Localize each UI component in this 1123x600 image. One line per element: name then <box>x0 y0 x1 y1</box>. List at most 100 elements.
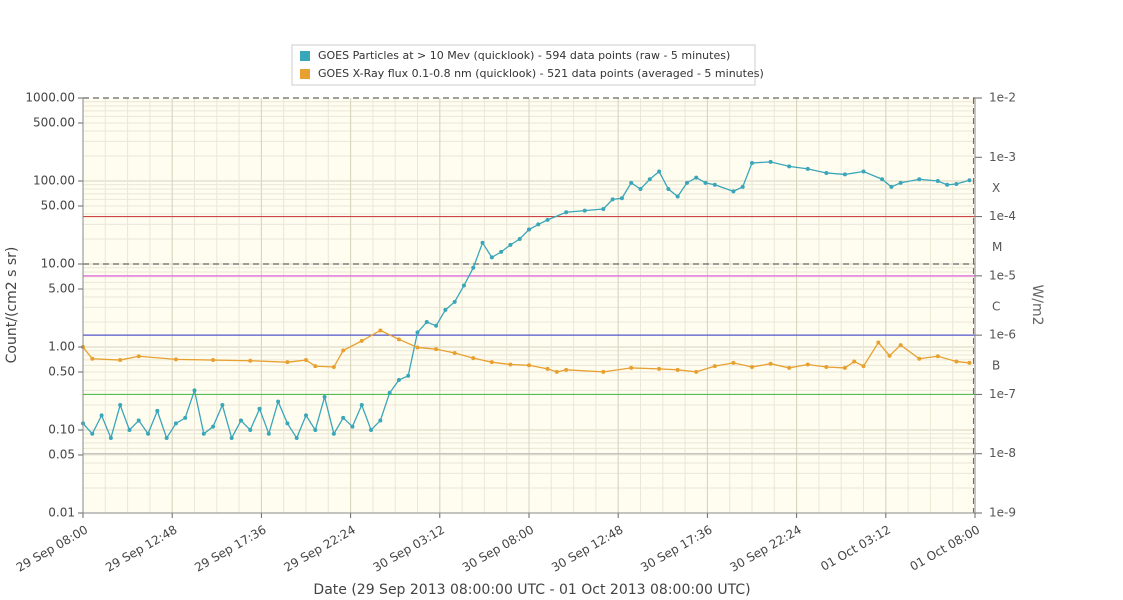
flare-class-label: M <box>992 240 1002 254</box>
data-point <box>369 428 374 432</box>
data-point <box>127 428 132 432</box>
data-point <box>675 194 680 199</box>
data-point <box>341 348 346 353</box>
data-point <box>118 403 123 408</box>
x-tick-label: 01 Oct 03:12 <box>818 523 893 574</box>
y-tick-label: 100.00 <box>33 174 75 188</box>
data-point <box>452 350 457 355</box>
y-tick-label: 5.00 <box>48 281 75 295</box>
data-point <box>935 354 940 359</box>
data-point <box>257 406 262 411</box>
data-point <box>434 323 439 328</box>
y-tick-label: 0.01 <box>48 506 75 520</box>
data-point <box>378 328 383 333</box>
flare-class-label: X <box>992 181 1000 195</box>
y-tick-label: 10.00 <box>41 257 75 271</box>
data-point <box>861 364 866 369</box>
data-point <box>387 390 392 395</box>
data-point <box>201 431 206 436</box>
data-point <box>554 369 559 374</box>
data-point <box>304 358 308 363</box>
data-point <box>99 413 104 418</box>
data-point <box>229 436 234 441</box>
data-point <box>220 403 225 408</box>
y-tick-label: 0.10 <box>48 423 75 437</box>
data-point <box>740 184 745 189</box>
data-point <box>527 363 531 368</box>
data-point <box>647 177 652 182</box>
data-point <box>889 184 894 189</box>
data-point <box>750 160 754 165</box>
data-point <box>601 206 606 211</box>
data-point <box>694 369 699 374</box>
data-point <box>489 255 494 260</box>
data-point <box>694 175 699 180</box>
data-point <box>880 177 885 182</box>
data-point <box>935 179 940 183</box>
data-point <box>517 237 522 242</box>
data-point <box>173 421 178 426</box>
data-point <box>146 431 151 436</box>
data-point <box>917 177 922 182</box>
x-axis-title: Date (29 Sep 2013 08:00:00 UTC - 01 Oct … <box>313 582 750 598</box>
data-point <box>657 366 662 371</box>
data-point <box>564 210 569 215</box>
data-point <box>489 360 494 365</box>
data-point <box>118 358 123 363</box>
x-tick-label: 30 Sep 08:00 <box>460 523 536 575</box>
data-point <box>638 187 643 192</box>
flare-class-label: B <box>992 359 1000 373</box>
data-point <box>396 378 401 383</box>
data-point <box>582 208 587 213</box>
y-tick-label: 1000.00 <box>25 91 75 105</box>
data-point <box>173 357 178 362</box>
data-point <box>266 431 271 436</box>
data-point <box>350 424 355 429</box>
data-point <box>285 421 290 426</box>
data-point <box>545 366 550 371</box>
data-point <box>415 345 420 350</box>
data-point <box>887 353 892 358</box>
data-point <box>313 364 318 369</box>
data-point <box>824 170 829 175</box>
data-point <box>396 337 401 342</box>
data-point <box>629 180 634 185</box>
data-point <box>248 428 253 432</box>
data-point <box>434 347 439 352</box>
data-point <box>805 166 810 171</box>
data-point <box>359 403 364 408</box>
y2-axis-title: W/m2 <box>1029 284 1045 325</box>
legend-swatch <box>300 69 310 79</box>
y2-tick-label: 1e-7 <box>989 387 1016 401</box>
y2-tick-label: 1e-3 <box>989 150 1016 164</box>
data-point <box>192 388 197 393</box>
data-point <box>471 265 476 270</box>
y-tick-label: 500.00 <box>33 115 75 129</box>
data-point <box>248 358 253 363</box>
data-point <box>805 362 810 367</box>
y2-tick-label: 1e-2 <box>989 91 1016 105</box>
data-point <box>461 283 466 288</box>
data-point <box>712 364 717 369</box>
data-point <box>415 330 420 335</box>
data-point <box>341 415 346 420</box>
data-point <box>304 413 308 418</box>
data-point <box>90 431 95 436</box>
data-point <box>536 222 541 227</box>
data-point <box>898 343 903 348</box>
data-point <box>322 394 327 399</box>
x-tick-label: 01 Oct 08:00 <box>907 523 982 574</box>
data-point <box>619 196 624 201</box>
x-tick-label: 30 Sep 17:36 <box>638 523 714 575</box>
x-tick-label: 30 Sep 22:24 <box>727 523 803 575</box>
legend-swatch <box>300 51 310 61</box>
data-point <box>527 227 531 232</box>
data-point <box>378 418 383 423</box>
y2-tick-label: 1e-9 <box>989 506 1016 520</box>
data-point <box>183 415 188 420</box>
y-axis-title: Count/(cm2 s sr) <box>4 247 20 364</box>
data-point <box>211 424 216 429</box>
x-tick-label: 29 Sep 12:48 <box>103 523 179 575</box>
data-point <box>359 338 364 343</box>
